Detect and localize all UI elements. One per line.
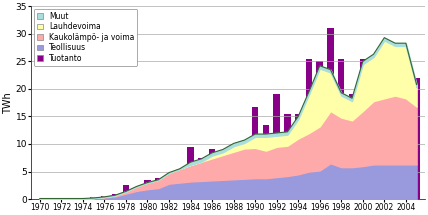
Bar bbox=[134, 188, 140, 199]
Bar bbox=[220, 155, 226, 199]
Bar bbox=[338, 59, 345, 199]
Y-axis label: TWh: TWh bbox=[3, 92, 13, 114]
Bar bbox=[273, 94, 280, 199]
Bar bbox=[90, 197, 97, 199]
Bar bbox=[360, 59, 366, 199]
Bar bbox=[177, 180, 183, 199]
Bar bbox=[80, 198, 86, 199]
Bar bbox=[198, 158, 205, 199]
Bar bbox=[413, 78, 420, 199]
Bar bbox=[295, 114, 301, 199]
Bar bbox=[381, 61, 387, 199]
Bar bbox=[403, 61, 409, 199]
Bar bbox=[101, 196, 108, 199]
Bar bbox=[252, 106, 259, 199]
Bar bbox=[349, 94, 355, 199]
Legend: Muut, Lauhdevoima, Kaukolämpö- ja voima, Teollisuus, Tuotanto: Muut, Lauhdevoima, Kaukolämpö- ja voima,… bbox=[33, 9, 137, 66]
Bar bbox=[48, 198, 54, 199]
Bar bbox=[230, 147, 237, 199]
Bar bbox=[241, 161, 248, 199]
Bar bbox=[306, 59, 312, 199]
Bar bbox=[263, 125, 269, 199]
Bar bbox=[69, 198, 75, 199]
Bar bbox=[327, 28, 334, 199]
Bar bbox=[144, 180, 151, 199]
Bar bbox=[112, 194, 119, 199]
Bar bbox=[392, 83, 398, 199]
Bar bbox=[58, 198, 65, 199]
Bar bbox=[187, 147, 194, 199]
Bar bbox=[209, 149, 215, 199]
Bar bbox=[37, 198, 43, 199]
Bar bbox=[166, 174, 172, 199]
Bar bbox=[370, 59, 377, 199]
Bar bbox=[155, 178, 161, 199]
Bar bbox=[123, 185, 129, 199]
Bar bbox=[284, 114, 291, 199]
Bar bbox=[316, 61, 323, 199]
